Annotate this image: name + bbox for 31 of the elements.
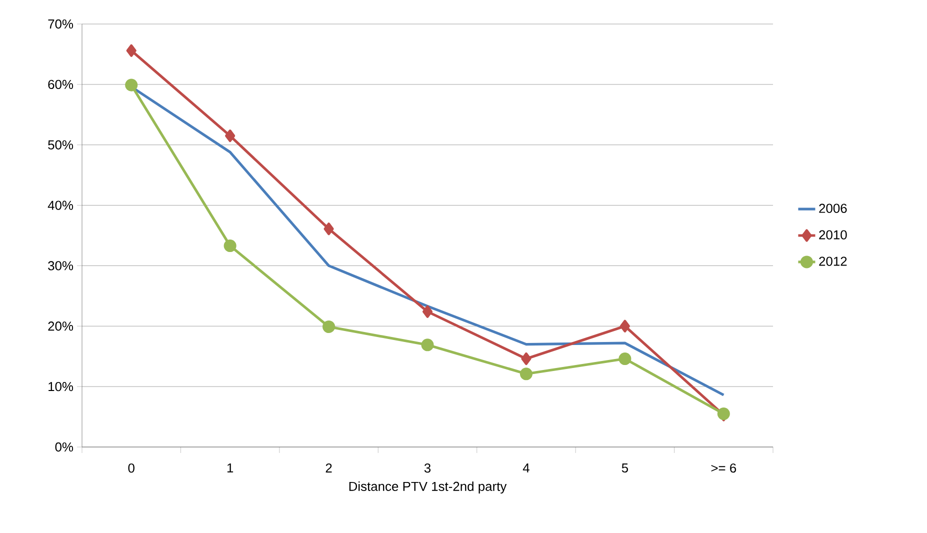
legend-label: 2010 [819, 230, 847, 240]
point [422, 305, 433, 318]
point [125, 78, 138, 92]
point [225, 130, 236, 142]
x-tick-label: 2 [326, 463, 332, 473]
y-tick-label: 60% [48, 80, 74, 90]
point [520, 368, 532, 380]
x-tick-label: >= 6 [711, 463, 736, 473]
point [126, 44, 136, 57]
y-tick-label: 10% [48, 382, 74, 392]
point [224, 240, 236, 252]
y-tick-label: 0% [55, 442, 74, 452]
point [521, 352, 532, 366]
y-tick-label: 40% [48, 200, 74, 210]
y-tick-label: 50% [48, 140, 74, 150]
x-tick-label: 0 [128, 463, 134, 473]
point [324, 222, 334, 236]
y-tick-label: 20% [48, 322, 74, 331]
point [618, 352, 632, 366]
x-tick-label: 5 [622, 463, 628, 473]
x-tick-label: 3 [424, 463, 431, 473]
legend-label: 2012 [819, 256, 847, 266]
y-tick-label: 30% [48, 261, 74, 270]
point [620, 320, 630, 332]
x-tick-label: 1 [227, 463, 234, 472]
y-tick-label: 70% [48, 19, 74, 29]
legend-label: 2006 [819, 204, 847, 213]
point [421, 338, 434, 352]
x-axis-title: Distance PTV 1st-2nd party [349, 481, 507, 494]
x-tick-label: 4 [522, 463, 530, 472]
point [322, 320, 336, 334]
